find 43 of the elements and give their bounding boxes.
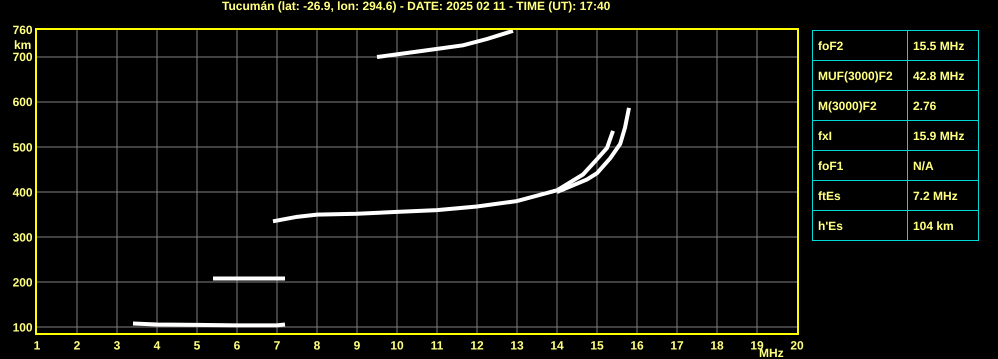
y-tick-label: 500 (12, 140, 33, 154)
x-tick-label: 20 (790, 338, 804, 352)
category-label: MUF(3000)F2 (812, 60, 908, 90)
x-tick-label: 1 (34, 338, 41, 352)
y-tick-label: 100 (12, 320, 33, 334)
text: 15.9 MHz (913, 128, 964, 142)
y-tick-label: 700 (12, 50, 33, 64)
x-tick-label: 16 (630, 338, 644, 352)
category-label: ftEs (812, 180, 908, 210)
x-tick-label: 4 (154, 338, 161, 352)
chart-title: Tucumán (lat: -26.9, lon: 294.6) - DATE: 2025 02 11 - TIME (UT): 17:40 (222, 0, 611, 14)
x-tick-label: 17 (670, 338, 684, 352)
y-tick-label: 400 (12, 185, 33, 200)
category-label: fxI (812, 120, 908, 150)
x-tick-label: 14 (550, 338, 564, 352)
y-tick-label: 760 (12, 23, 33, 38)
text: 15.5 MHz (913, 38, 964, 52)
y-axis-title: km (14, 38, 32, 52)
x-tick-label: 7 (274, 338, 281, 352)
x-tick-label: 6 (234, 338, 241, 352)
x-tick-label: 15 (590, 338, 604, 352)
x-tick-label: 3 (114, 338, 121, 352)
x-tick-label: 18 (710, 338, 724, 352)
y-tick-label: 200 (12, 275, 33, 290)
y-tick-label: 600 (12, 95, 33, 110)
y-tick-label: 300 (12, 230, 33, 244)
x-tick-label: 9 (354, 338, 361, 352)
category-label: M(3000)F2 (812, 90, 908, 120)
x-tick-label: 13 (510, 338, 524, 352)
category-label: foF2 (812, 30, 908, 60)
x-tick-label: 2 (74, 338, 81, 352)
x-tick-label: 5 (194, 338, 201, 352)
text: 7.2 MHz (913, 188, 958, 202)
text: N/A (913, 158, 934, 172)
x-tick-label: 8 (314, 338, 321, 352)
x-tick-label: 12 (470, 338, 484, 352)
x-tick-label: 11 (430, 338, 444, 352)
category-label: h'Es (812, 210, 908, 240)
x-tick-label: 10 (390, 338, 404, 352)
text: 2.76 (913, 98, 936, 112)
text: 42.8 MHz (913, 68, 964, 82)
text: 104 km (913, 218, 954, 232)
category-label: foF1 (812, 150, 908, 180)
